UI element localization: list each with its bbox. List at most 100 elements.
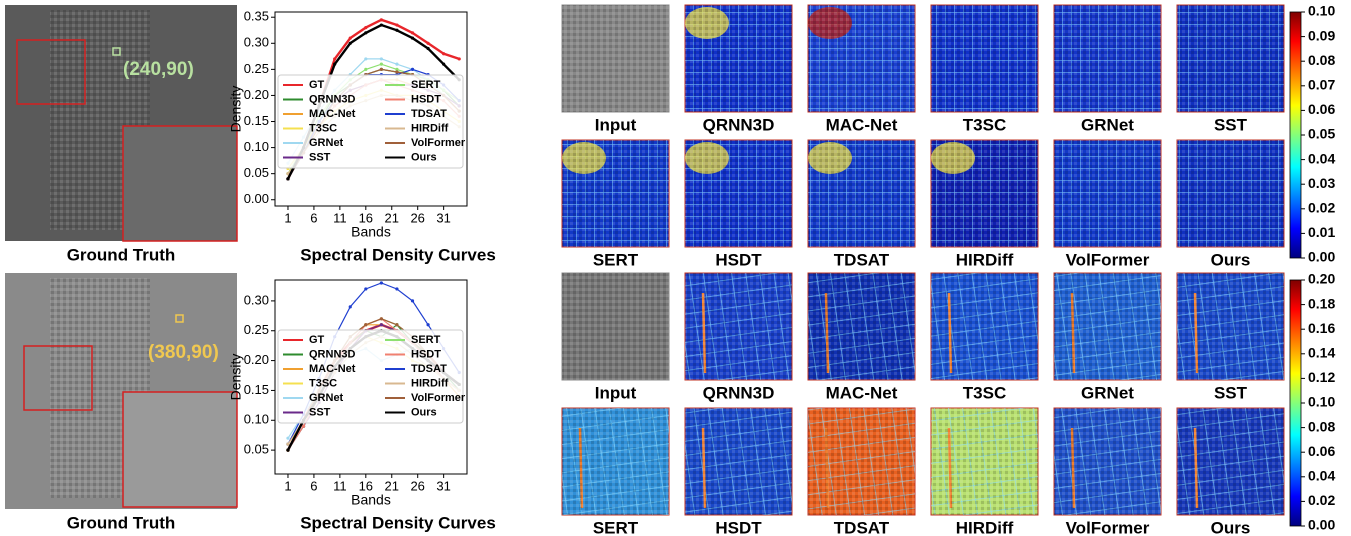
tile-noise	[1177, 5, 1284, 112]
tile-label: T3SC	[963, 383, 1006, 402]
x-tick-label: 26	[410, 478, 424, 493]
point-marker	[175, 314, 184, 323]
x-tick-label: 26	[410, 210, 424, 225]
tile-label: Ours	[1211, 518, 1251, 536]
zoom-box	[23, 345, 93, 411]
legend-label: GRNet	[309, 137, 344, 149]
tile-noise	[931, 5, 1038, 112]
y-tick-label: 0.00	[244, 191, 269, 206]
image-caption: Ground Truth	[67, 245, 176, 264]
legend-label: HIRDiff	[411, 377, 449, 389]
tile-noise	[808, 408, 915, 515]
colorbar-tick-label: 0.06	[1308, 101, 1335, 117]
series-marker	[395, 323, 399, 327]
legend-label: SERT	[411, 79, 441, 91]
coordinate-label: (240,90)	[123, 59, 194, 80]
legend-label: QRNN3D	[309, 348, 356, 360]
x-tick-label: 16	[359, 478, 373, 493]
colorbar-tick-label: 0.02	[1308, 200, 1335, 216]
tile-label: QRNN3D	[703, 383, 775, 402]
zoom-inset	[122, 125, 238, 242]
y-tick-label: 0.05	[244, 165, 269, 180]
heatmap-tile	[930, 139, 1039, 248]
chart-title: Spectral Density Curves	[300, 513, 496, 532]
series-marker	[395, 287, 399, 291]
series-marker	[348, 36, 352, 40]
y-tick-label: 0.10	[244, 139, 269, 154]
tile-noise	[931, 408, 1038, 515]
series-marker	[348, 41, 352, 45]
heatmap-tile	[561, 139, 670, 248]
tile-noise	[562, 140, 669, 247]
legend-label: GT	[309, 334, 325, 346]
colorbar-tick-label: 0.18	[1308, 295, 1335, 311]
x-tick-label: 31	[436, 210, 450, 225]
legend-label: GT	[309, 79, 325, 91]
legend-label: HIRDiff	[411, 122, 449, 134]
heatmap-tile	[561, 407, 670, 516]
tile-noise	[1177, 140, 1284, 247]
heatmap-tile	[930, 4, 1039, 113]
series-marker	[395, 28, 399, 32]
tile-label: MAC-Net	[826, 383, 898, 402]
series-marker	[286, 442, 290, 446]
legend-label: VolFormer	[411, 137, 466, 149]
chart-title: Spectral Density Curves	[300, 245, 496, 264]
series-marker	[410, 36, 415, 40]
tile-noise	[1054, 140, 1161, 247]
series-marker	[395, 62, 399, 66]
tile-label: SST	[1214, 115, 1248, 134]
series-marker	[442, 62, 446, 66]
colorbar-tick-label: 0.07	[1308, 77, 1335, 93]
zoom-inset	[122, 391, 238, 508]
series-marker	[379, 23, 383, 27]
series-marker	[410, 67, 415, 71]
tile-noise	[685, 408, 792, 515]
tile-noise	[562, 408, 669, 515]
legend-label: HSDT	[411, 93, 441, 105]
tile-label: SERT	[593, 518, 639, 536]
colorbar-tick-label: 0.00	[1308, 249, 1335, 265]
legend-label: Ours	[411, 151, 437, 163]
colorbar-tick-label: 0.08	[1308, 52, 1335, 68]
series-marker	[379, 18, 383, 22]
heatmap-tile	[561, 272, 670, 381]
series-marker	[364, 323, 368, 327]
series-marker	[333, 57, 337, 61]
series-marker	[364, 67, 368, 71]
heatmap-tile	[561, 4, 670, 113]
colorbar-tick-label: 0.14	[1308, 345, 1335, 361]
heatmap-tile	[684, 407, 793, 516]
series-marker	[286, 177, 290, 181]
y-tick-label: 0.05	[244, 442, 269, 457]
colorbar-tick-label: 0.01	[1308, 224, 1335, 240]
y-tick-label: 0.20	[244, 352, 269, 367]
y-tick-label: 0.20	[244, 87, 269, 102]
legend-label: MAC-Net	[309, 108, 356, 120]
heatmap-tile	[1053, 272, 1162, 381]
heatmap-tile	[1176, 139, 1285, 248]
heatmap-tile	[684, 272, 793, 381]
legend-label: T3SC	[309, 377, 337, 389]
series-marker	[364, 287, 368, 291]
heatmap-tile	[930, 407, 1039, 516]
tile-label: VolFormer	[1066, 250, 1150, 269]
series-marker	[379, 57, 383, 61]
series-marker	[379, 317, 383, 321]
colorbar-tick-label: 0.10	[1308, 394, 1335, 410]
colorbar-tick-label: 0.08	[1308, 418, 1335, 434]
legend-label: TDSAT	[411, 108, 447, 120]
tile-noise	[685, 5, 792, 112]
series-marker	[364, 31, 368, 35]
series-marker	[379, 323, 383, 327]
tile-noise	[808, 273, 915, 380]
series-marker	[457, 57, 461, 61]
colorbar-tick-label: 0.16	[1308, 320, 1335, 336]
series-marker	[395, 23, 399, 27]
series-marker	[301, 424, 306, 428]
y-tick-label: 0.30	[244, 292, 269, 307]
tile-noise	[1054, 273, 1161, 380]
series-marker	[364, 57, 368, 61]
tile-noise	[1177, 273, 1284, 380]
tile-label: TDSAT	[834, 518, 890, 536]
